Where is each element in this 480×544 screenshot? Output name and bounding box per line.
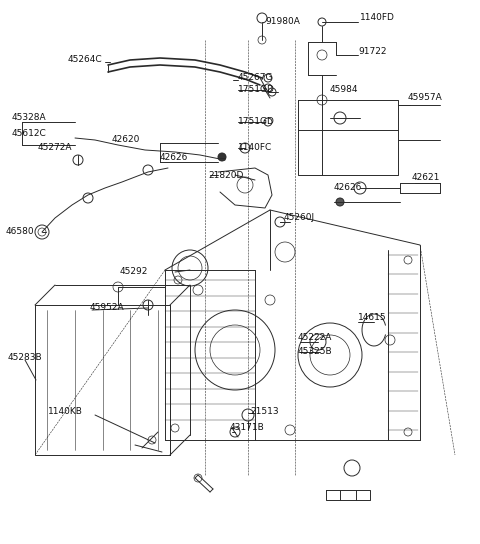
Text: 45292: 45292 — [120, 268, 148, 276]
Text: 45272A: 45272A — [38, 144, 72, 152]
Text: 45264C: 45264C — [68, 55, 103, 65]
Text: 45984: 45984 — [330, 85, 359, 95]
Text: 42626: 42626 — [160, 153, 188, 163]
Text: 45260J: 45260J — [284, 213, 315, 222]
Text: 42620: 42620 — [112, 135, 140, 145]
Text: 45612C: 45612C — [12, 128, 47, 138]
Circle shape — [336, 198, 344, 206]
Text: 45325B: 45325B — [298, 348, 333, 356]
Text: 45222A: 45222A — [298, 333, 332, 343]
Text: 42626: 42626 — [334, 183, 362, 193]
Text: 1751GD: 1751GD — [238, 85, 275, 95]
Text: 45328A: 45328A — [12, 114, 47, 122]
Text: 21820D: 21820D — [208, 170, 243, 180]
Text: 1140FC: 1140FC — [238, 144, 272, 152]
Text: 45283B: 45283B — [8, 354, 43, 362]
Text: 43171B: 43171B — [230, 423, 265, 432]
Text: 45267G: 45267G — [238, 73, 274, 83]
Text: 91722: 91722 — [358, 47, 386, 57]
Text: 1140KB: 1140KB — [48, 407, 83, 417]
Text: 45952A: 45952A — [90, 304, 125, 312]
Circle shape — [218, 153, 226, 161]
Text: 1751GD: 1751GD — [238, 118, 275, 127]
Text: 91980A: 91980A — [265, 17, 300, 27]
Text: 1140FD: 1140FD — [360, 14, 395, 22]
Text: 14615: 14615 — [358, 313, 386, 323]
Text: 45957A: 45957A — [408, 92, 443, 102]
Text: 42621: 42621 — [412, 174, 440, 182]
Text: 46580: 46580 — [6, 227, 35, 237]
Text: 21513: 21513 — [250, 407, 278, 417]
